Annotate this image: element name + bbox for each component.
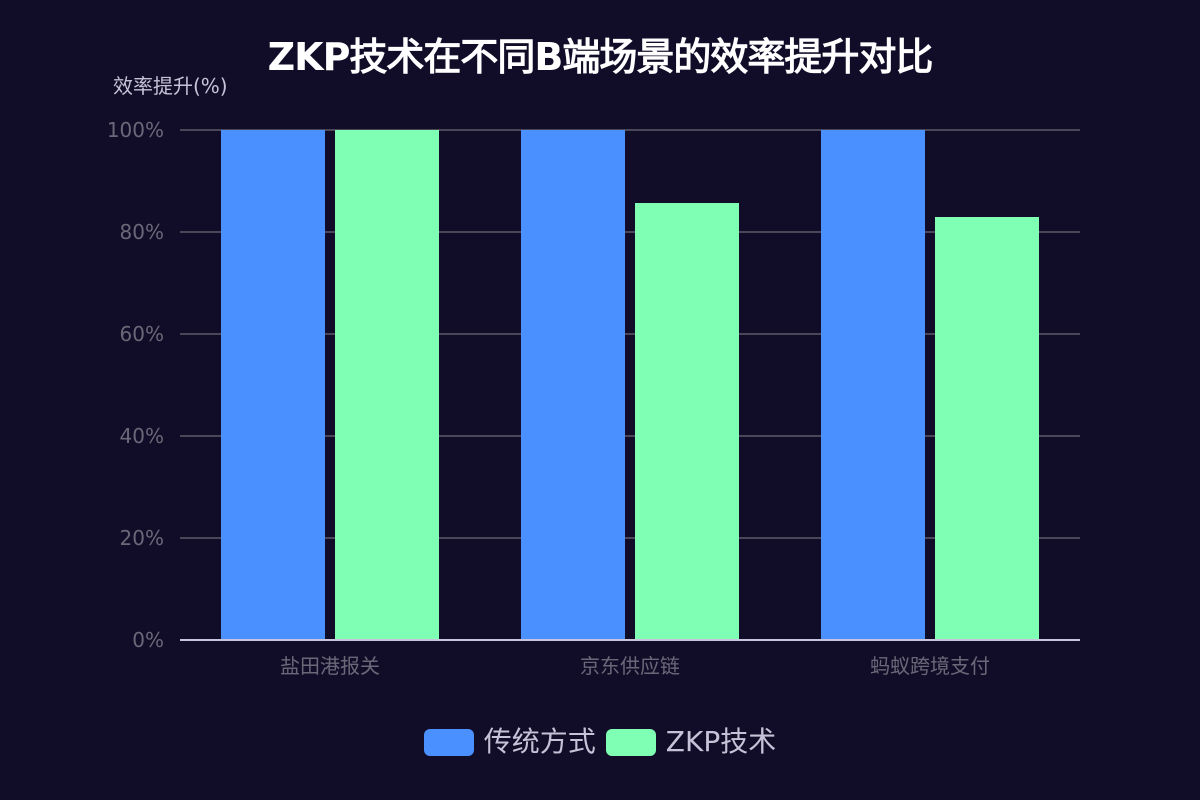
gridline xyxy=(180,435,1080,437)
bar-traditional[interactable] xyxy=(521,130,625,640)
x-category-label: 京东供应链 xyxy=(580,654,680,678)
legend: 传统方式 ZKP技术 xyxy=(0,722,1200,762)
y-tick-label: 20% xyxy=(119,526,164,550)
legend-item-zkp[interactable]: ZKP技术 xyxy=(605,722,777,762)
legend-label-zkp: ZKP技术 xyxy=(665,725,777,758)
bar-zkp[interactable] xyxy=(335,130,439,640)
legend-swatch-traditional xyxy=(423,728,474,756)
bar-traditional[interactable] xyxy=(821,130,925,640)
y-axis-label: 效率提升(%) xyxy=(113,74,228,98)
x-category-label: 蚂蚁跨境支付 xyxy=(870,654,990,678)
y-tick-label: 0% xyxy=(132,628,164,652)
x-category-label: 盐田港报关 xyxy=(280,654,380,678)
gridline xyxy=(180,333,1080,335)
x-axis-line xyxy=(180,639,1080,641)
bar-traditional[interactable] xyxy=(221,130,325,640)
gridline xyxy=(180,537,1080,539)
legend-swatch-zkp xyxy=(605,728,656,756)
bar-zkp[interactable] xyxy=(635,202,739,640)
gridline xyxy=(180,129,1080,131)
bar-zkp[interactable] xyxy=(935,216,1039,640)
y-tick-label: 40% xyxy=(119,424,164,448)
gridline xyxy=(180,231,1080,233)
legend-item-traditional[interactable]: 传统方式 xyxy=(423,722,596,762)
y-tick-label: 100% xyxy=(106,118,164,142)
y-tick-label: 60% xyxy=(119,322,164,346)
legend-label-traditional: 传统方式 xyxy=(483,725,596,758)
chart-title: ZKP技术在不同B端场景的效率提升对比 xyxy=(267,35,934,79)
y-tick-label: 80% xyxy=(119,220,164,244)
